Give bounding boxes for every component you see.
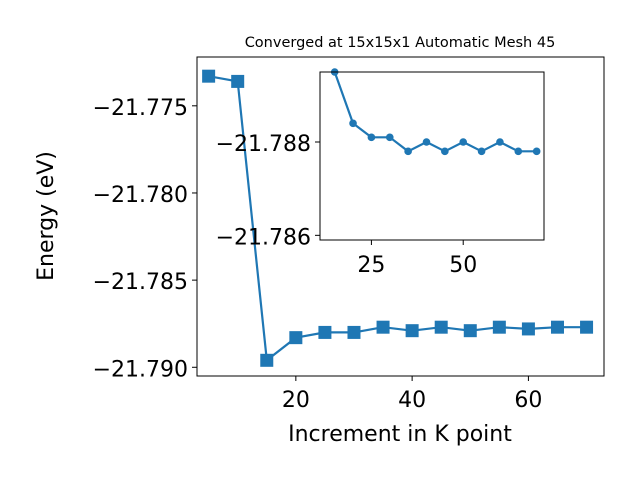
inset-series	[330, 68, 541, 156]
main-y-tick-label: −21.780	[93, 183, 188, 208]
main-data-point	[463, 324, 477, 338]
chart-title: Converged at 15x15x1 Automatic Mesh 45	[245, 35, 556, 51]
inset-y-tick-label: −21.788	[216, 132, 311, 157]
inset-data-point	[422, 138, 431, 146]
inset-plot-frame	[319, 71, 545, 241]
main-data-point	[289, 331, 303, 345]
inset-data-point	[349, 119, 357, 128]
inset-data-point	[532, 147, 541, 156]
x-axis-label: Increment in K point	[288, 422, 512, 447]
main-x-tick-label: 20	[282, 388, 310, 413]
main-data-point	[231, 74, 245, 88]
inset-plot: 25 50 −21.788 −21.786	[216, 68, 545, 278]
inset-data-point	[459, 138, 468, 146]
inset-data-point	[514, 147, 523, 156]
inset-y-axis: −21.788 −21.786	[216, 132, 320, 250]
main-plot-frame	[196, 56, 605, 377]
y-axis-label: Energy (eV)	[34, 151, 59, 281]
inset-y-tick-label: −21.786	[216, 225, 311, 250]
main-data-point	[260, 353, 274, 367]
inset-data-point	[496, 138, 504, 146]
main-data-point	[521, 322, 535, 336]
inset-x-tick-label: 50	[449, 253, 477, 278]
inset-plot-background	[320, 72, 544, 240]
main-data-point	[405, 324, 419, 338]
main-data-point	[318, 325, 332, 339]
main-data-point	[580, 320, 594, 334]
main-y-tick-label: −21.790	[93, 357, 188, 382]
main-data-point	[434, 320, 448, 334]
main-data-point	[376, 320, 390, 334]
main-data-point	[202, 69, 216, 83]
inset-x-tick-label: 25	[357, 253, 385, 278]
inset-x-axis: 25 50	[357, 240, 477, 278]
main-y-tick-label: −21.775	[93, 96, 188, 121]
inset-data-point	[477, 147, 486, 156]
inset-data-point	[441, 147, 449, 156]
main-series	[202, 69, 594, 367]
main-y-tick-label: −21.785	[93, 270, 188, 295]
main-plot: 20 40 60 −21.775 −21.780 −21.785 −21.790	[93, 56, 605, 413]
main-x-tick-label: 60	[514, 388, 542, 413]
main-y-axis: −21.775 −21.780 −21.785 −21.790	[93, 96, 197, 382]
main-x-axis: 20 40 60	[282, 376, 542, 413]
main-data-point	[347, 325, 361, 339]
inset-data-point	[404, 147, 412, 156]
main-data-point	[550, 320, 564, 334]
main-x-tick-label: 40	[398, 388, 426, 413]
inset-data-point	[385, 133, 394, 142]
main-data-point	[492, 320, 506, 334]
inset-data-point	[367, 133, 376, 142]
